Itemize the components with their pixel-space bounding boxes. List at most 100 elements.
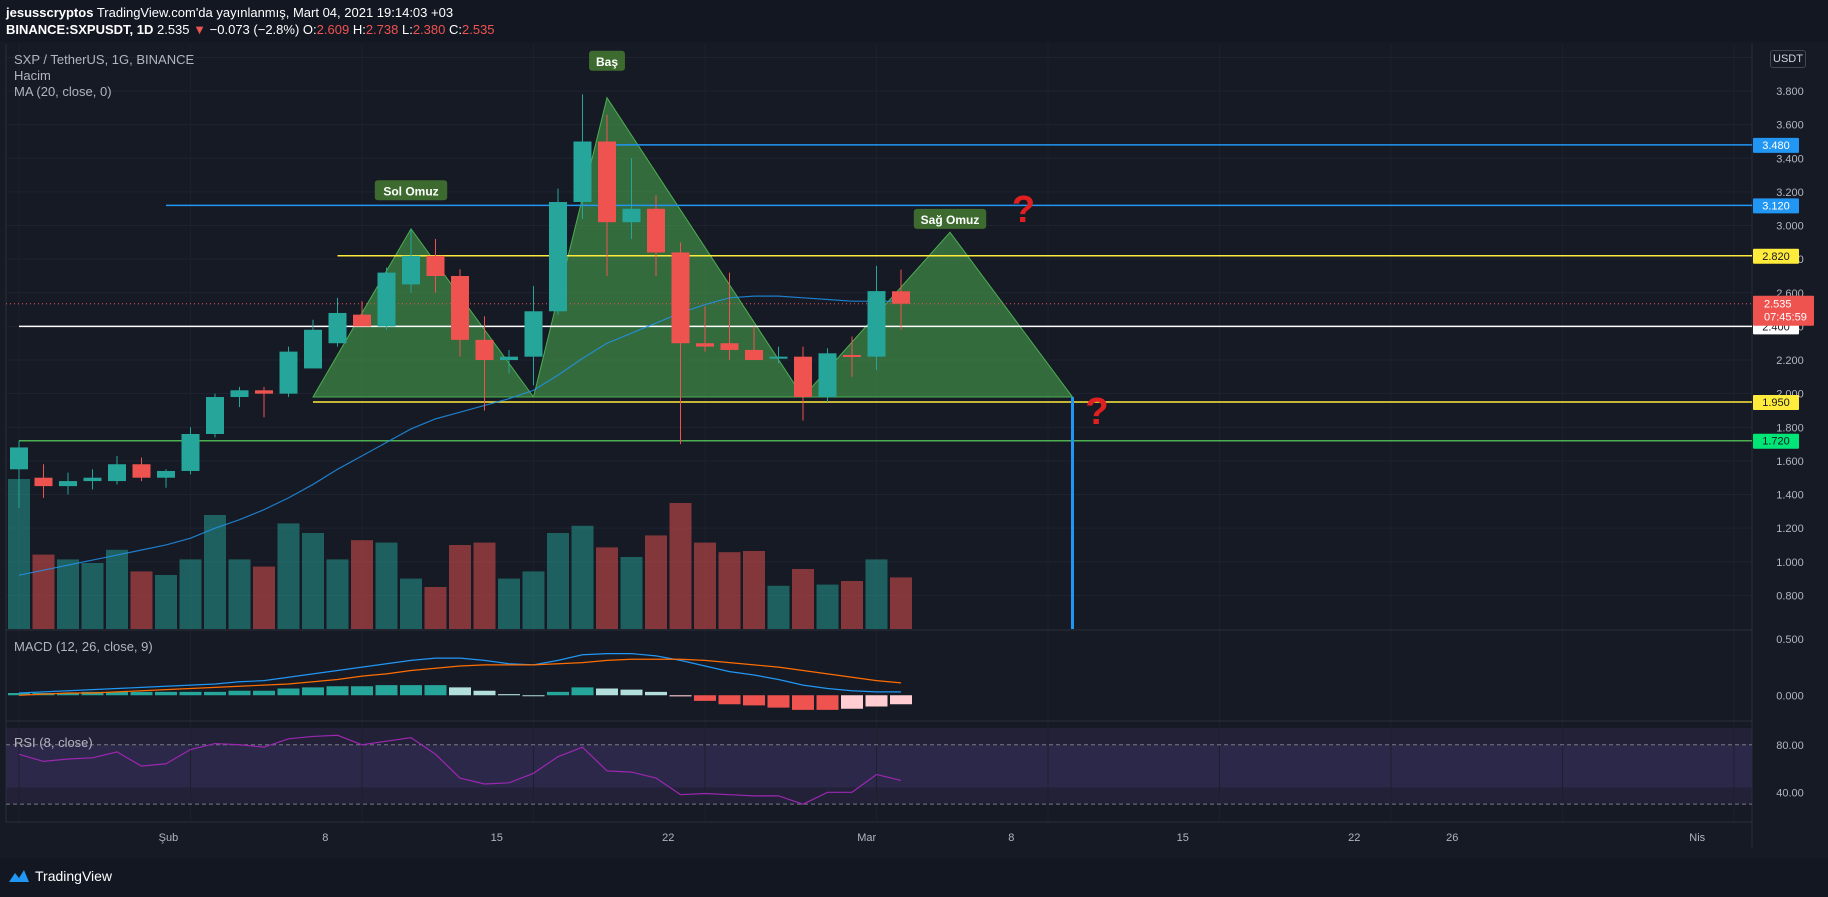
candle[interactable]	[451, 275, 469, 340]
chart-header: jesusscryptos TradingView.com'da yayınla…	[0, 0, 1828, 42]
candle[interactable]	[10, 447, 28, 470]
candle[interactable]	[818, 353, 837, 398]
candle[interactable]	[794, 356, 812, 398]
candle[interactable]	[843, 354, 861, 357]
candle[interactable]	[598, 141, 616, 223]
rsi-axis-label: 40.00	[1776, 787, 1804, 799]
price-axis-label: 0.800	[1776, 590, 1804, 602]
candle[interactable]	[108, 464, 126, 482]
rsi-line[interactable]	[18, 734, 902, 805]
candle[interactable]	[867, 291, 886, 357]
level-badge-1.950[interactable]	[1753, 395, 1799, 411]
macd-histogram-bar	[424, 685, 447, 696]
candle[interactable]	[255, 390, 273, 394]
price-axis-label: 2.200	[1776, 355, 1804, 367]
price-axis-label: 3.800	[1776, 86, 1804, 98]
candle[interactable]	[304, 329, 322, 369]
volume-bar	[351, 540, 373, 629]
candle[interactable]	[892, 291, 910, 304]
open-label: O:	[302, 22, 317, 37]
candle[interactable]	[475, 339, 494, 361]
left-shoulder-label-box	[374, 180, 448, 201]
ma-line[interactable]	[18, 295, 901, 576]
symbol-label: BINANCE:SXPUSDT, 1D	[6, 22, 154, 37]
time-axis-label: Şub	[159, 832, 179, 844]
candle[interactable]	[132, 464, 151, 478]
candle[interactable]	[524, 311, 543, 357]
ma-legend[interactable]: MA (20, close, 0)	[14, 84, 112, 99]
candle[interactable]	[353, 314, 371, 327]
candle[interactable]	[279, 351, 298, 394]
macd-histogram-bar	[547, 691, 569, 696]
candle[interactable]	[83, 477, 102, 482]
volume-bar	[81, 563, 104, 629]
candle[interactable]	[59, 481, 77, 487]
candle[interactable]	[696, 343, 714, 347]
current-price-text: 2.535	[1764, 299, 1792, 311]
level-badge-1.720[interactable]	[1753, 433, 1799, 449]
macd-signal-line[interactable]	[18, 658, 902, 696]
pair-legend[interactable]: SXP / TetherUS, 1G, BINANCE	[14, 52, 195, 67]
tradingview-brand[interactable]: TradingView	[8, 868, 112, 884]
brand-name: TradingView	[35, 868, 113, 884]
candle[interactable]	[720, 343, 739, 350]
current-price-badge[interactable]	[1753, 295, 1814, 326]
rsi-legend[interactable]: RSI (8, close)	[14, 735, 93, 750]
macd-histogram-bar	[449, 687, 471, 696]
candle[interactable]	[402, 255, 420, 285]
macd-histogram-bar	[571, 687, 594, 696]
volume-bar	[400, 578, 422, 629]
candle[interactable]	[34, 477, 53, 487]
candle[interactable]	[500, 356, 518, 361]
currency-badge[interactable]: USDT	[1770, 50, 1806, 68]
macd-line[interactable]	[18, 653, 901, 694]
price-axis-label: 1.800	[1776, 422, 1804, 434]
level-badge-text: 3.120	[1762, 200, 1790, 212]
time-axis-label: 22	[662, 832, 674, 844]
volume-bar	[816, 584, 839, 629]
candle[interactable]	[769, 356, 788, 359]
volume-bar	[694, 542, 716, 629]
candle[interactable]	[181, 434, 200, 471]
candle[interactable]	[426, 255, 445, 276]
candle[interactable]	[573, 141, 592, 203]
volume-bar	[522, 571, 545, 629]
low-label: L:	[401, 22, 413, 37]
countdown-text: 07:45:59	[1764, 312, 1807, 324]
candle[interactable]	[157, 470, 175, 478]
candle[interactable]	[377, 272, 396, 327]
macd-axis-label: 0.000	[1776, 690, 1804, 702]
candle[interactable]	[328, 312, 347, 344]
volume-bar	[8, 479, 30, 629]
volume-legend[interactable]: Hacim	[14, 68, 51, 83]
macd-histogram-bar	[302, 687, 324, 696]
right-shoulder-label-box	[913, 208, 987, 229]
macd-axis-label: 0.500	[1776, 634, 1804, 646]
macd-histogram-bar	[375, 685, 398, 696]
level-badge-2.820[interactable]	[1753, 248, 1799, 264]
candle[interactable]	[206, 397, 224, 434]
candle[interactable]	[549, 202, 567, 312]
price-change: −0.073 (−2.8%)	[209, 22, 300, 37]
author-name[interactable]: jesusscryptos	[6, 5, 94, 20]
candle[interactable]	[622, 208, 641, 223]
macd-legend[interactable]: MACD (12, 26, close, 9)	[14, 639, 153, 654]
level-badge-3.120[interactable]	[1753, 198, 1799, 214]
price-axis-label: 3.000	[1776, 221, 1804, 233]
volume-bar	[179, 559, 202, 629]
candle[interactable]	[671, 252, 690, 344]
volume-bar	[743, 551, 765, 629]
macd-histogram-bar	[351, 686, 373, 696]
candle[interactable]	[647, 208, 665, 253]
volume-bar	[571, 525, 594, 629]
volume-bar	[228, 559, 251, 629]
candle[interactable]	[230, 390, 249, 398]
macd-histogram-bar	[816, 695, 839, 710]
level-badge-3.480[interactable]	[1753, 137, 1799, 153]
candle[interactable]	[745, 349, 763, 361]
macd-histogram-bar	[498, 694, 520, 696]
price-axis-label: 3.400	[1776, 153, 1804, 165]
macd-histogram-bar	[106, 691, 128, 696]
chart-background	[0, 44, 1828, 858]
